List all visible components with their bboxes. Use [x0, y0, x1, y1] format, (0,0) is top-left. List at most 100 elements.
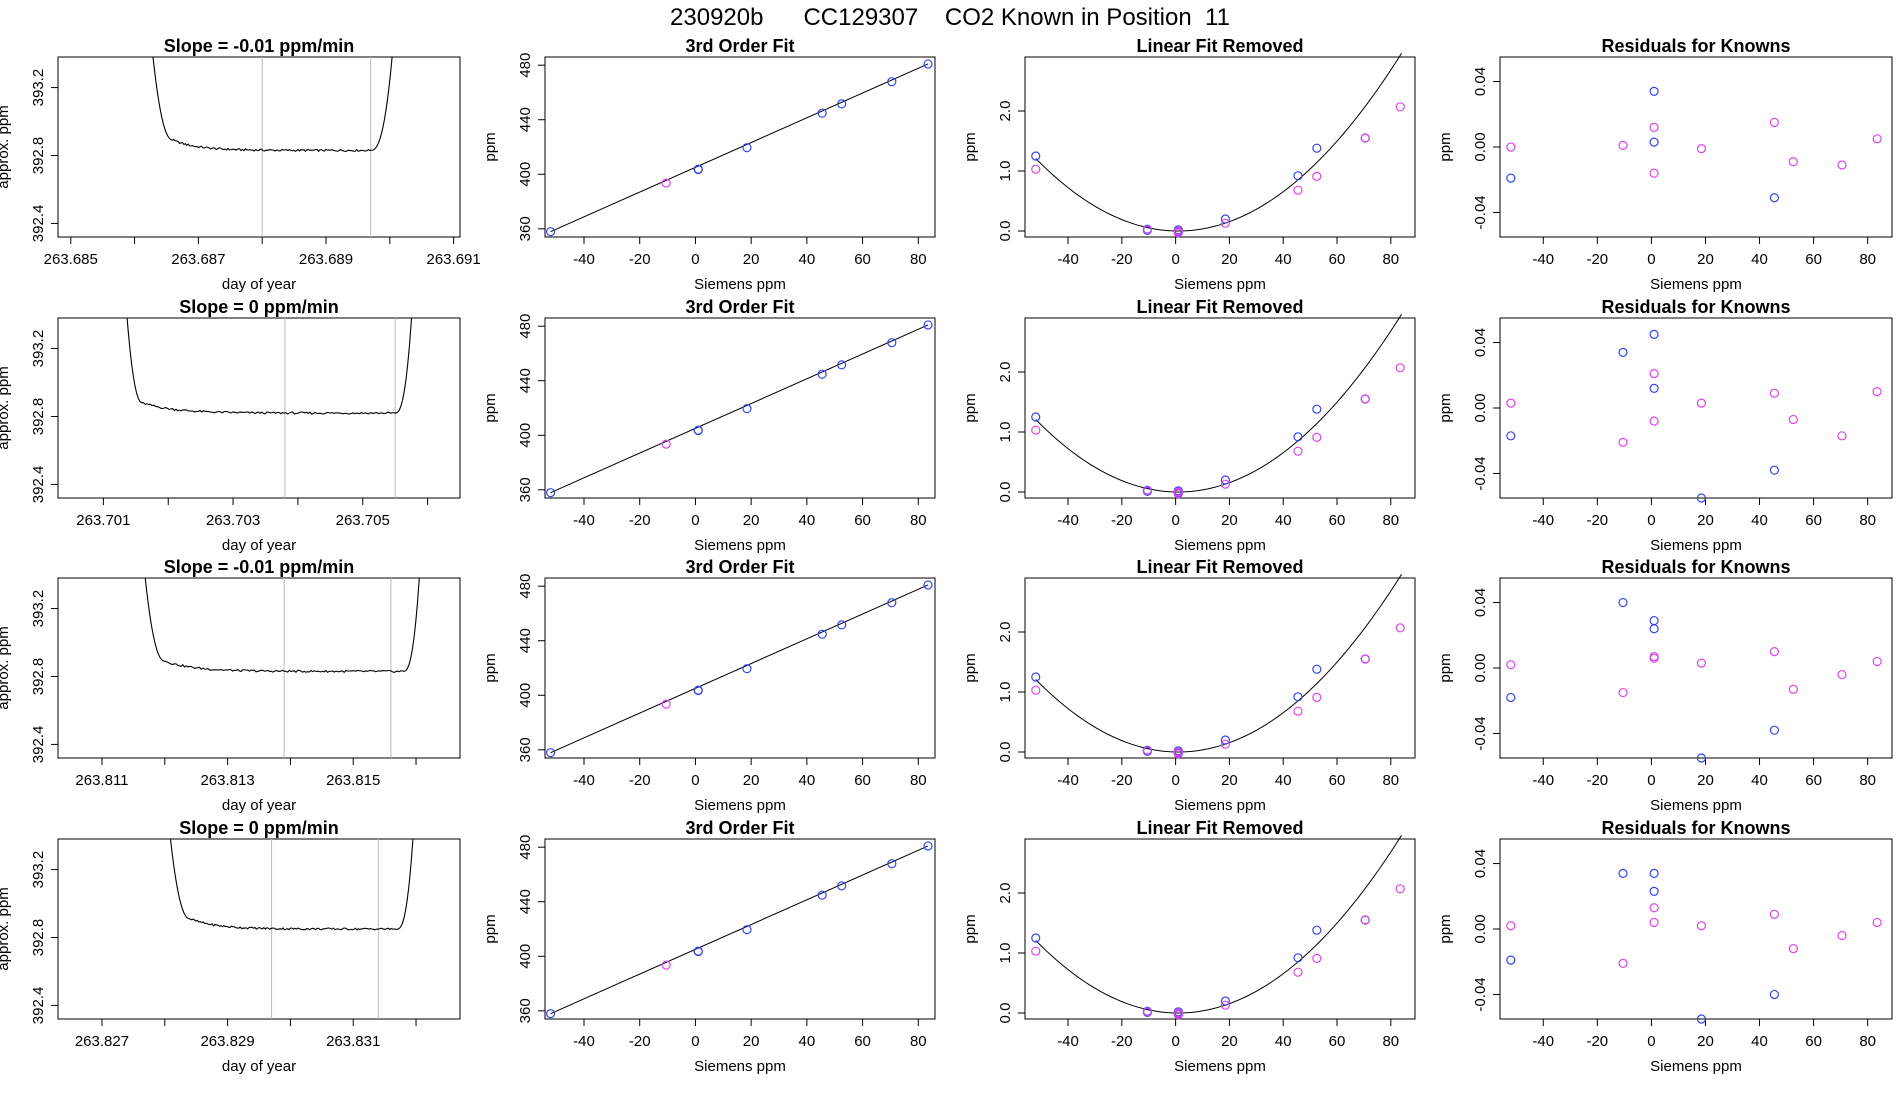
residuals-point [1788, 414, 1798, 425]
timeseries-x-tick-label: 263.829 [200, 1033, 254, 1050]
timeseries-y-axis-label: approx. ppm [0, 887, 12, 970]
residuals-point [1506, 692, 1516, 703]
residuals-point [1506, 398, 1516, 408]
linear-fit-removed-point [1395, 102, 1405, 112]
residuals-point [1769, 465, 1780, 475]
residuals-point [1506, 660, 1516, 670]
timeseries-plot-title: Slope = -0.01 ppm/min [164, 36, 355, 56]
third-order-fit-x-tick-label: 20 [743, 512, 760, 529]
third-order-fit-y-axis-label: ppm [482, 132, 499, 161]
residuals-point [1872, 387, 1882, 397]
residuals-plot-title: Residuals for Knowns [1601, 297, 1790, 317]
fit-line [550, 324, 929, 494]
third-order-fit-plot-title: 3rd Order Fit [685, 297, 794, 317]
timeseries-y-tick-label: 393.2 [30, 590, 47, 628]
residuals-point [1506, 431, 1516, 441]
linear-fit-removed-point [1220, 735, 1230, 745]
timeseries-plot-frame [57, 577, 461, 759]
linear-fit-removed-point [1293, 185, 1303, 195]
residuals-point [1788, 944, 1798, 954]
third-order-fit-point [817, 890, 827, 900]
residuals-x-axis-label: Siemens ppm [1650, 1058, 1742, 1075]
third-order-fit-x-tick-label: 80 [910, 251, 927, 268]
residuals-x-tick-label: 60 [1805, 512, 1822, 529]
timeseries-panel-row-1: Slope = -0.01 ppm/min day of year approx. … [0, 36, 481, 293]
linear-fit-removed-x-tick-label: 80 [1382, 772, 1399, 789]
residuals-point [1649, 122, 1659, 132]
linear-fit-removed-point [1312, 953, 1322, 964]
third-order-fit-x-axis-label: Siemens ppm [694, 797, 786, 814]
linear-fit-removed-point [1312, 143, 1322, 153]
third-order-fit-point [923, 320, 933, 330]
fit-line [550, 63, 929, 233]
timeseries-x-tick-label: 263.685 [44, 251, 98, 268]
residuals-x-tick-label: 60 [1805, 772, 1822, 789]
linear-fit-removed-x-tick-label: -40 [1057, 251, 1079, 268]
third-order-fit-plot-frame [544, 577, 936, 759]
timeseries-panel-row-3: Slope = -0.01 ppm/min day of year approx. … [0, 557, 461, 814]
third-order-fit-y-tick-label: 440 [517, 368, 534, 393]
linear-fit-removed-panel-row-3: Linear Fit Removed Siemens ppm ppm -40 -20 0 2… [962, 557, 1416, 814]
third-order-fit-x-tick-label: 0 [691, 772, 699, 789]
linear-fit-removed-point [1293, 706, 1303, 716]
linear-fit-removed-plot-frame [1024, 317, 1416, 499]
third-order-fit-point [661, 699, 671, 709]
third-order-fit-y-tick-label: 440 [517, 107, 534, 132]
linear-fit-removed-point [1173, 489, 1183, 499]
timeseries-y-tick-label: 392.8 [30, 919, 47, 957]
residuals-point [1649, 624, 1659, 634]
residuals-x-tick-label: 40 [1751, 1033, 1768, 1050]
linear-fit-removed-x-tick-label: 20 [1221, 772, 1238, 789]
residuals-plot-frame [1499, 317, 1893, 499]
residuals-point [1649, 168, 1659, 178]
linear-fit-removed-y-tick-label: 2.0 [997, 101, 1014, 122]
timeseries-x-tick-label: 263.691 [427, 251, 481, 268]
third-order-fit-point [837, 360, 847, 370]
linear-fit-removed-x-tick-label: 60 [1329, 251, 1346, 268]
linear-fit-removed-y-tick-label: 0.0 [997, 482, 1014, 503]
linear-fit-removed-point [1360, 654, 1370, 664]
residuals-point [1618, 437, 1628, 447]
linear-fit-removed-point [1360, 394, 1370, 404]
residuals-point [1506, 173, 1516, 183]
third-order-fit-point [837, 99, 847, 109]
linear-fit-removed-panel-row-2: Linear Fit Removed Siemens ppm ppm -40 -20 0 2… [962, 297, 1416, 554]
timeseries-x-tick-label: 263.701 [76, 512, 130, 529]
linear-fit-removed-y-axis-label: ppm [962, 393, 979, 422]
linear-fit-removed-x-tick-label: -20 [1111, 512, 1133, 529]
third-order-fit-x-tick-label: 80 [910, 512, 927, 529]
timeseries-plot-frame [57, 56, 461, 238]
residuals-point [1696, 144, 1707, 154]
third-order-fit-x-tick-label: 40 [799, 512, 816, 529]
linear-fit-removed-point [1220, 996, 1230, 1006]
residuals-x-tick-label: 40 [1751, 512, 1768, 529]
linear-fit-removed-y-tick-label: 0.0 [997, 742, 1014, 763]
third-order-fit-panel-row-2: 3rd Order Fit Siemens ppm ppm -40 -20 0 20 40 60… [482, 297, 936, 554]
linear-fit-removed-point [1142, 225, 1152, 235]
third-order-fit-x-tick-label: -40 [573, 772, 595, 789]
residuals-point [1837, 431, 1847, 441]
residuals-x-tick-label: -40 [1532, 512, 1554, 529]
residuals-x-tick-label: 0 [1647, 251, 1655, 268]
residuals-point [1649, 615, 1659, 626]
third-order-fit-x-tick-label: -40 [573, 512, 595, 529]
page-title: 230920b CC129307 CO2 Known in Position 1… [670, 4, 1230, 31]
timeseries-y-axis-label: approx. ppm [0, 626, 12, 709]
third-order-fit-x-tick-label: -40 [573, 1033, 595, 1050]
concentration-trace [144, 578, 420, 674]
timeseries-y-tick-label: 393.2 [30, 69, 47, 107]
third-order-fit-panel-row-4: 3rd Order Fit Siemens ppm ppm -40 -20 0 20 40 60… [482, 818, 936, 1075]
linear-fit-removed-plot-frame [1024, 838, 1416, 1020]
third-order-fit-y-axis-label: ppm [482, 653, 499, 682]
residuals-y-axis-label: ppm [1437, 132, 1454, 161]
residuals-point [1618, 868, 1628, 878]
residuals-point [1618, 687, 1628, 698]
residuals-x-tick-label: 20 [1697, 772, 1714, 789]
timeseries-y-tick-label: 392.4 [30, 205, 47, 243]
linear-fit-removed-y-tick-label: 1.0 [997, 682, 1014, 703]
residuals-point [1696, 493, 1707, 503]
third-order-fit-y-axis-label: ppm [482, 914, 499, 943]
fit-line [550, 845, 929, 1015]
linear-fit-removed-point [1173, 1010, 1183, 1020]
linear-fit-removed-x-tick-label: 0 [1171, 512, 1179, 529]
